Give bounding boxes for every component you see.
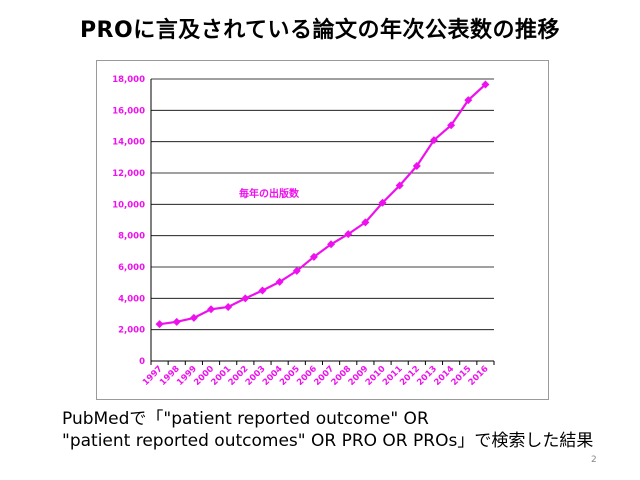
y-tick-label: 0 (139, 357, 145, 367)
data-point (327, 240, 336, 249)
slide-title: PROに言及されている論文の年次公表数の推移 (79, 18, 561, 43)
caption: PubMedで「"patient reported outcome" OR "p… (62, 408, 632, 452)
y-tick-label: 14,000 (112, 138, 145, 148)
data-point (361, 218, 370, 227)
y-tick-label: 10,000 (112, 200, 145, 210)
data-point (292, 266, 301, 275)
data-point (224, 302, 233, 311)
data-point (207, 305, 216, 314)
y-tick-label: 4,000 (118, 294, 145, 304)
caption-line-2: "patient reported outcomes" OR PRO OR PR… (62, 431, 594, 451)
series-label: 毎年の出版数 (239, 187, 300, 200)
data-point (275, 277, 284, 286)
data-point (309, 252, 318, 261)
data-point (395, 181, 404, 190)
data-point (481, 80, 490, 89)
caption-line-1: PubMedで「"patient reported outcome" OR (62, 409, 429, 429)
chart-frame: 0 2,000 4,000 6,000 8,000 10,000 12,000 14,000 1… (96, 60, 549, 400)
data-point (412, 161, 421, 170)
y-tick-label: 18,000 (112, 75, 145, 85)
data-point (447, 121, 456, 130)
y-tick-label: 6,000 (118, 263, 145, 273)
data-point (378, 198, 387, 207)
data-point (172, 317, 181, 326)
y-tick-label: 2,000 (118, 326, 145, 336)
data-point (241, 294, 250, 303)
data-point (344, 230, 353, 239)
data-point (429, 136, 438, 145)
y-tick-label: 8,000 (118, 232, 145, 242)
y-tick-label: 12,000 (112, 169, 145, 179)
data-point (258, 286, 267, 295)
data-point (464, 96, 473, 105)
data-point (189, 313, 198, 322)
data-point (155, 320, 164, 329)
y-tick-label: 16,000 (112, 106, 145, 116)
x-tick-label: 2016 (467, 364, 491, 388)
page-number: 2 (591, 455, 597, 465)
publications-line-chart: 0 2,000 4,000 6,000 8,000 10,000 12,000 14,000 1… (112, 75, 495, 388)
